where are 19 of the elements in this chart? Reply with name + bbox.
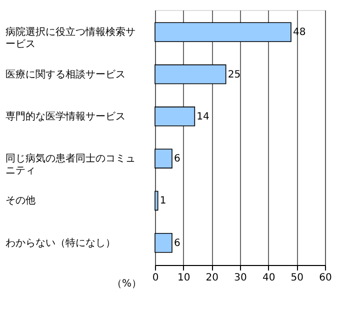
x-tick-label: 10 xyxy=(177,272,190,284)
x-axis-title: （%） xyxy=(112,278,142,290)
data-label: 14 xyxy=(196,111,210,122)
y-tick-label: 医療に関する相談サービス xyxy=(6,68,126,80)
y-tick-label: わからない（特になし） xyxy=(6,236,116,249)
x-tick-label: 40 xyxy=(262,272,276,284)
data-label: 1 xyxy=(160,196,166,207)
x-tick-label: 60 xyxy=(319,272,332,284)
y-tick-label: その他 xyxy=(6,194,36,207)
data-label: 6 xyxy=(174,154,180,165)
data-label: 25 xyxy=(228,69,241,80)
x-tick-label: 0 xyxy=(152,272,159,284)
data-label: 6 xyxy=(174,238,180,249)
y-tick-label: 同じ病気の患者同士のコミュニティ xyxy=(6,152,136,177)
x-tick-label: 20 xyxy=(206,272,219,284)
x-tick-label: 50 xyxy=(290,272,304,284)
y-tick-label: 専門的な医学情報サービス xyxy=(6,110,126,122)
x-tick-label: 30 xyxy=(234,272,247,284)
y-tick-label: 病院選択に役立つ情報検索サービス xyxy=(6,26,136,50)
